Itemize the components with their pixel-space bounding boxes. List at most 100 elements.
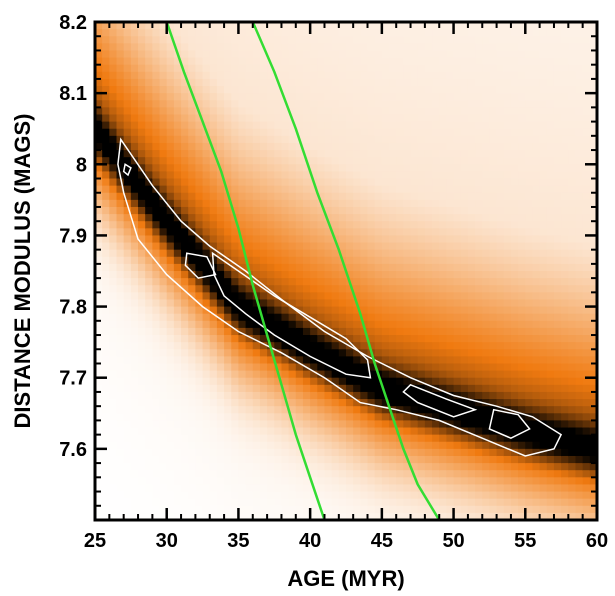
- heatmap-cell: [95, 71, 103, 80]
- heatmap-cell: [331, 498, 340, 507]
- heatmap-cell: [95, 363, 103, 372]
- heatmap-cell: [238, 214, 247, 222]
- heatmap-cell: [152, 512, 161, 521]
- heatmap-cell: [202, 292, 211, 301]
- heatmap-cell: [439, 50, 447, 59]
- heatmap-cell: [310, 327, 318, 336]
- heatmap-cell: [589, 477, 598, 486]
- heatmap-cell: [489, 43, 498, 52]
- heatmap-cell: [216, 313, 225, 322]
- heatmap-cell: [518, 356, 526, 365]
- heatmap-cell: [152, 498, 161, 507]
- heatmap-cell: [496, 256, 505, 265]
- heatmap-cell: [231, 448, 240, 457]
- heatmap-cell: [360, 142, 369, 151]
- heatmap-cell: [224, 391, 232, 400]
- heatmap-cell: [539, 192, 548, 201]
- heatmap-cell: [396, 370, 404, 379]
- heatmap-cell: [532, 43, 541, 52]
- heatmap-cell: [432, 164, 440, 172]
- heatmap-cell: [503, 214, 512, 222]
- heatmap-cell: [102, 50, 110, 59]
- heatmap-cell: [518, 199, 526, 208]
- heatmap-cell: [417, 441, 426, 450]
- heatmap-cell: [410, 441, 419, 450]
- heatmap-cell: [374, 384, 383, 393]
- heatmap-cell: [396, 491, 404, 500]
- heatmap-cell: [152, 22, 161, 30]
- heatmap-cell: [503, 114, 512, 123]
- heatmap-cell: [446, 349, 455, 357]
- heatmap-cell: [381, 377, 390, 386]
- heatmap-cell: [518, 221, 526, 229]
- heatmap-cell: [467, 370, 476, 379]
- heatmap-cell: [381, 36, 390, 44]
- heatmap-cell: [389, 29, 397, 37]
- heatmap-cell: [324, 327, 333, 336]
- heatmap-cell: [346, 135, 354, 144]
- heatmap-cell: [188, 171, 196, 180]
- heatmap-cell: [589, 335, 598, 343]
- heatmap-cell: [525, 228, 534, 237]
- heatmap-cell: [489, 292, 498, 301]
- heatmap-cell: [353, 71, 361, 80]
- heatmap-cell: [331, 78, 340, 87]
- heatmap-cell: [159, 399, 168, 407]
- heatmap-cell: [467, 150, 476, 158]
- heatmap-cell: [525, 356, 534, 365]
- heatmap-cell: [561, 399, 569, 407]
- heatmap-cell: [267, 157, 275, 165]
- heatmap-cell: [231, 249, 240, 258]
- heatmap-cell: [195, 228, 204, 237]
- heatmap-cell: [510, 299, 519, 308]
- heatmap-cell: [281, 512, 290, 521]
- heatmap-cell: [467, 93, 476, 101]
- heatmap-cell: [381, 313, 390, 322]
- heatmap-cell: [510, 498, 519, 507]
- heatmap-cell: [173, 221, 182, 229]
- heatmap-cell: [539, 249, 548, 258]
- heatmap-cell: [467, 235, 476, 244]
- heatmap-cell: [503, 399, 512, 407]
- heatmap-cell: [489, 29, 498, 37]
- heatmap-cell: [475, 214, 483, 222]
- heatmap-cell: [209, 470, 218, 478]
- heatmap-cell: [274, 512, 283, 521]
- heatmap-cell: [475, 36, 483, 44]
- heatmap-cell: [381, 484, 390, 493]
- heatmap-cell: [95, 384, 103, 393]
- heatmap-cell: [252, 50, 261, 59]
- heatmap-cell: [360, 363, 369, 372]
- heatmap-cell: [274, 86, 283, 94]
- heatmap-cell: [109, 463, 118, 471]
- heatmap-cell: [267, 491, 275, 500]
- heatmap-cell: [109, 285, 118, 293]
- heatmap-cell: [324, 384, 333, 393]
- heatmap-cell: [381, 121, 390, 130]
- heatmap-cell: [295, 470, 304, 478]
- heatmap-cell: [532, 235, 541, 244]
- heatmap-cell: [224, 285, 232, 293]
- heatmap-cell: [288, 78, 297, 87]
- heatmap-cell: [489, 164, 498, 172]
- heatmap-cell: [324, 114, 333, 123]
- heatmap-cell: [145, 498, 153, 507]
- heatmap-cell: [532, 484, 541, 493]
- heatmap-cell: [95, 470, 103, 478]
- heatmap-cell: [561, 22, 569, 30]
- heatmap-cell: [145, 391, 153, 400]
- heatmap-cell: [460, 50, 469, 59]
- heatmap-cell: [324, 43, 333, 52]
- heatmap-cell: [467, 477, 476, 486]
- heatmap-cell: [510, 71, 519, 80]
- heatmap-cell: [561, 86, 569, 94]
- heatmap-cell: [209, 242, 218, 251]
- heatmap-cell: [267, 249, 275, 258]
- heatmap-cell: [202, 399, 211, 407]
- heatmap-cell: [381, 256, 390, 265]
- heatmap-cell: [353, 306, 361, 315]
- heatmap-cell: [259, 370, 268, 379]
- heatmap-cell: [317, 342, 326, 350]
- heatmap-cell: [482, 349, 491, 357]
- heatmap-cell: [281, 399, 290, 407]
